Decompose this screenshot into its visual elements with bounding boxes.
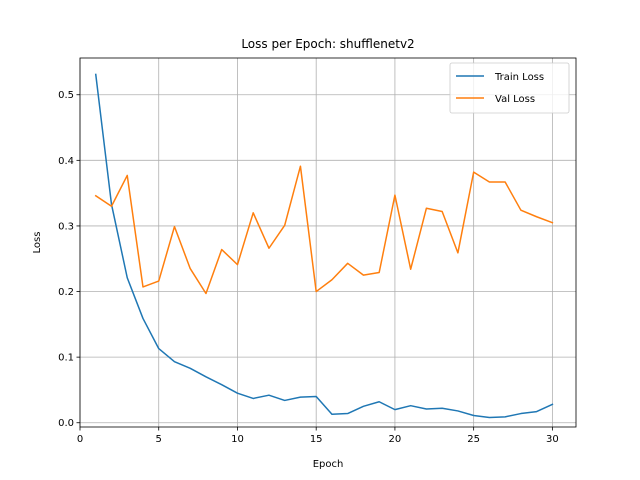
x-tick-label: 0 [77,434,83,445]
y-tick-label: 0.4 [58,156,74,167]
legend-label-train-loss: Train Loss [494,72,544,83]
y-tick-label: 0.5 [58,90,74,101]
x-tick-label: 30 [546,434,559,445]
series-line-val-loss [94,165,554,295]
legend-label-val-loss: Val Loss [495,94,535,105]
legend-box [449,62,570,114]
plot-frame [79,57,577,428]
y-tick-label: 0.1 [58,353,74,364]
axis-ticks: 0 5 10 15 20 25 30 0.0 0.1 0.2 0.3 0.4 0.5 [58,90,559,445]
legend: Train Loss Val Loss [449,62,570,114]
series-line-train-loss [94,73,554,419]
y-tick-label: 0.3 [58,221,74,232]
x-tick-label: 15 [310,434,323,445]
x-tick-label: 20 [389,434,402,445]
grid [79,58,576,427]
y-axis-label: Loss [32,232,43,254]
x-tick-label: 5 [156,434,162,445]
chart-title: Loss per Epoch: shufflenetv2 [241,37,414,51]
x-tick-label: 10 [231,434,244,445]
y-tick-label: 0.2 [58,287,74,298]
series-lines [94,73,554,419]
y-tick-label: 0.0 [58,418,74,429]
x-tick-label: 25 [467,434,480,445]
x-axis-label: Epoch [313,459,344,470]
